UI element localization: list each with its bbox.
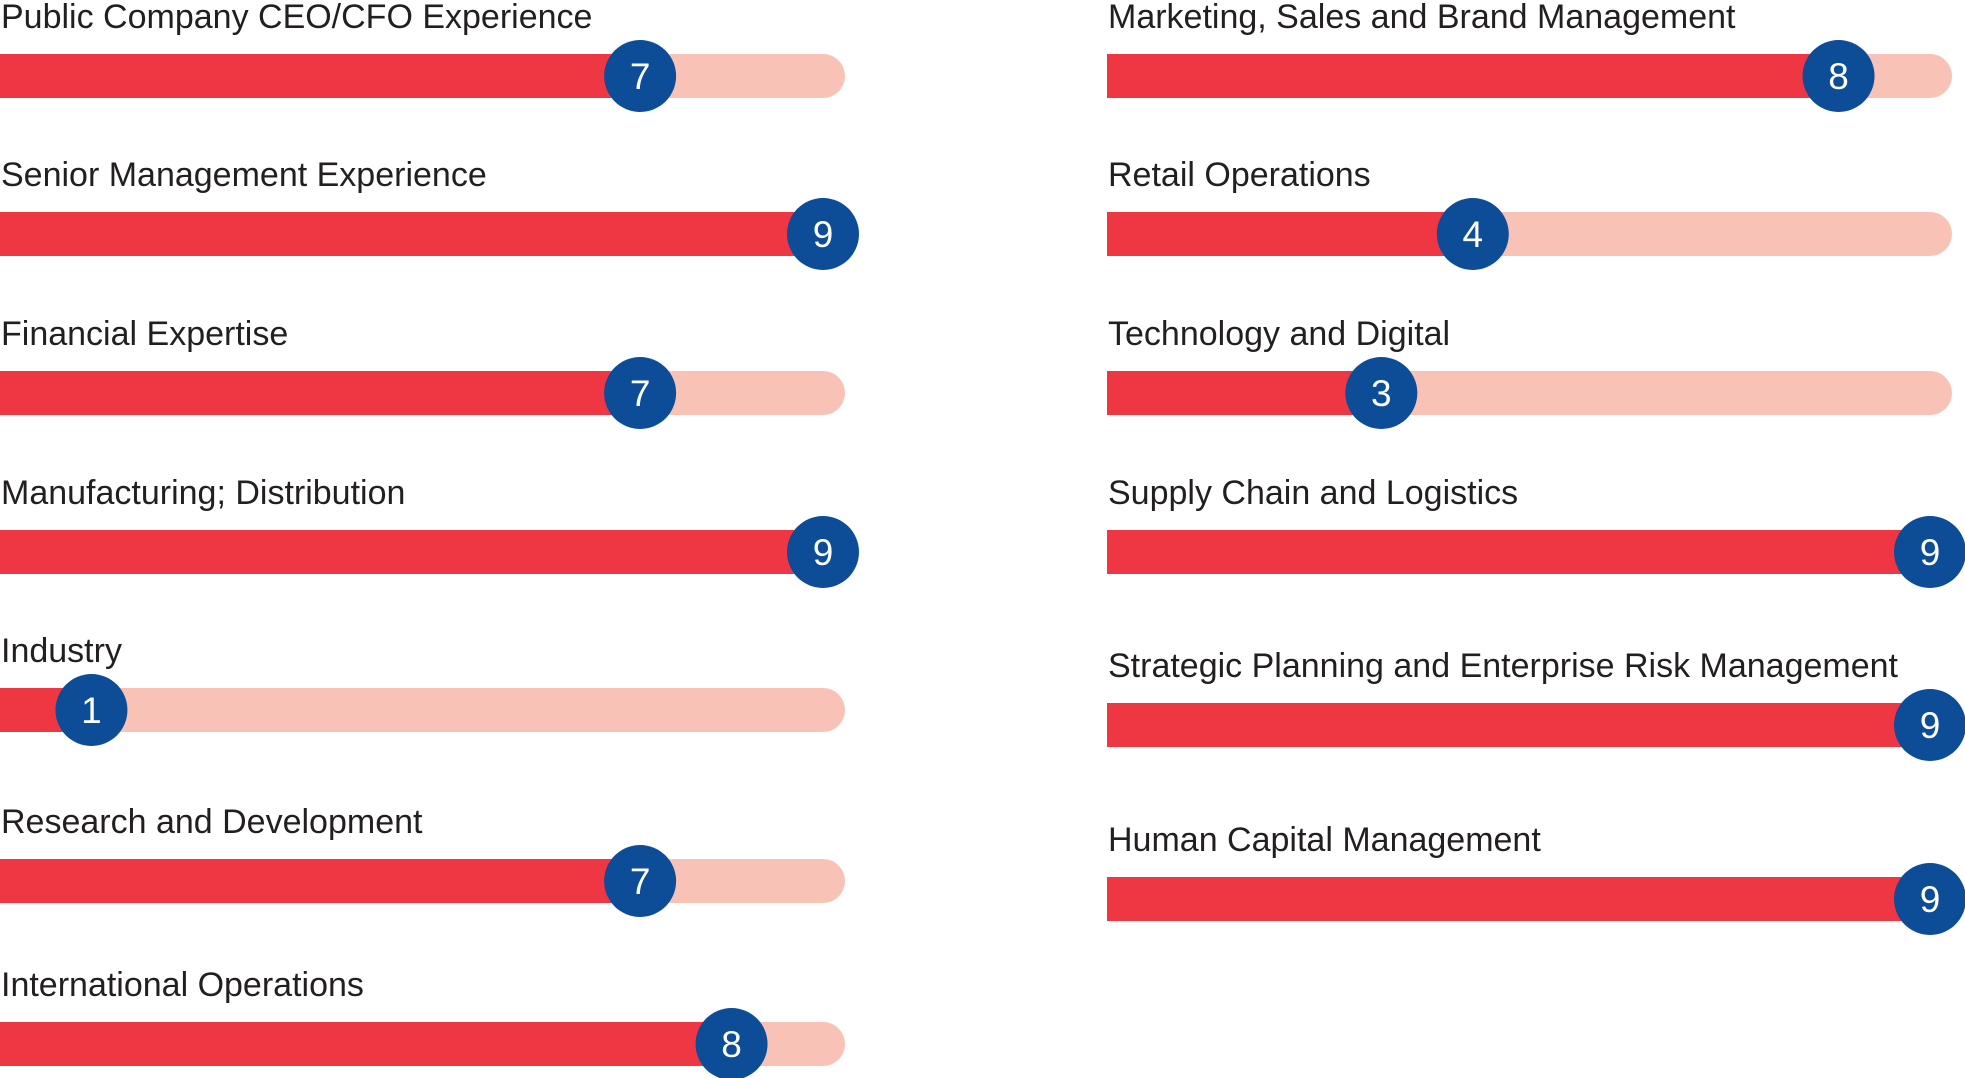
skill-row: Human Capital Management 9 [1107, 821, 1965, 935]
skill-row: Manufacturing; Distribution 9 [0, 474, 859, 588]
skill-label: Manufacturing; Distribution [1, 474, 405, 512]
skill-label: Senior Management Experience [1, 156, 487, 194]
skill-label: Marketing, Sales and Brand Management [1108, 0, 1736, 36]
score-value: 8 [1828, 56, 1849, 97]
skill-row: Industry 1 [0, 632, 845, 746]
score-value: 7 [630, 373, 651, 414]
skill-row: Supply Chain and Logistics 9 [1107, 474, 1965, 588]
skill-label: Financial Expertise [1, 315, 288, 353]
skill-row: Financial Expertise 7 [0, 315, 845, 429]
skill-label: Research and Development [1, 803, 423, 841]
bar-fill [0, 1022, 732, 1066]
bar-fill [0, 530, 823, 574]
score-value: 9 [813, 532, 834, 573]
skill-label: Strategic Planning and Enterprise Risk M… [1108, 647, 1899, 685]
score-marker [604, 845, 677, 917]
score-marker [604, 40, 677, 112]
bar-track [0, 688, 845, 732]
score-marker [695, 1008, 768, 1078]
right-column: Marketing, Sales and Brand Management 8 Re… [1107, 0, 1965, 935]
bar-fill [0, 371, 641, 415]
bar-fill [1107, 212, 1473, 256]
score-marker [604, 357, 677, 429]
score-marker [55, 674, 128, 746]
skill-label: Supply Chain and Logistics [1108, 474, 1518, 512]
skill-label: Industry [1, 632, 122, 670]
skill-row: Strategic Planning and Enterprise Risk M… [1107, 647, 1965, 761]
bar-fill [0, 54, 641, 98]
skill-label: Public Company CEO/CFO Experience [1, 0, 592, 36]
bar-fill [0, 859, 641, 903]
bar-fill [1107, 530, 1930, 574]
bar-fill [1107, 703, 1930, 747]
score-marker [1345, 357, 1418, 429]
bar-fill [1107, 371, 1382, 415]
score-marker [1894, 689, 1965, 761]
bar-fill [0, 212, 823, 256]
skill-row: Senior Management Experience 9 [0, 156, 859, 270]
skill-row: Research and Development 7 [0, 803, 845, 917]
skill-row: Marketing, Sales and Brand Management 8 [1107, 0, 1952, 112]
skill-row: Public Company CEO/CFO Experience 7 [0, 0, 845, 112]
skill-label: Retail Operations [1108, 156, 1371, 194]
score-value: 4 [1462, 214, 1483, 255]
score-value: 7 [630, 56, 651, 97]
score-marker [787, 516, 859, 588]
score-marker [1894, 516, 1965, 588]
score-value: 9 [1920, 532, 1941, 573]
skill-label: International Operations [1, 966, 364, 1004]
score-marker [1894, 863, 1965, 935]
score-value: 1 [81, 690, 102, 731]
score-value: 9 [1920, 705, 1941, 746]
score-value: 3 [1371, 373, 1392, 414]
skill-row: Retail Operations 4 [1107, 156, 1952, 270]
skill-label: Technology and Digital [1108, 315, 1450, 353]
skill-row: International Operations 8 [0, 966, 845, 1078]
skill-label: Human Capital Management [1108, 821, 1541, 859]
score-marker [1436, 198, 1509, 270]
score-value: 9 [1920, 879, 1941, 920]
score-value: 7 [630, 861, 651, 902]
score-value: 9 [813, 214, 834, 255]
score-value: 8 [721, 1024, 742, 1065]
bar-fill [1107, 54, 1839, 98]
skill-row: Technology and Digital 3 [1107, 315, 1952, 429]
left-column: Public Company CEO/CFO Experience 7 Senior… [0, 0, 859, 1078]
score-marker [1802, 40, 1875, 112]
score-marker [787, 198, 859, 270]
bar-fill [1107, 877, 1930, 921]
